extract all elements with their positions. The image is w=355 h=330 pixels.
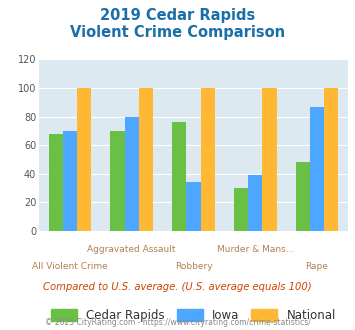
Bar [310,107,324,231]
Text: 2019 Cedar Rapids: 2019 Cedar Rapids [100,8,255,23]
Legend: Cedar Rapids, Iowa, National: Cedar Rapids, Iowa, National [51,309,336,322]
Text: All Violent Crime: All Violent Crime [32,262,108,271]
Bar [63,131,77,231]
Text: Aggravated Assault: Aggravated Assault [87,245,176,254]
Bar [77,88,91,231]
Bar [234,188,248,231]
Bar [324,88,338,231]
Bar [296,162,310,231]
Bar [262,88,277,231]
Bar [49,134,63,231]
Bar [125,116,139,231]
Bar [139,88,153,231]
Text: Rape: Rape [306,262,328,271]
Text: © 2025 CityRating.com - https://www.cityrating.com/crime-statistics/: © 2025 CityRating.com - https://www.city… [45,318,310,327]
Bar [110,131,125,231]
Bar [248,175,262,231]
Bar [201,88,215,231]
Text: Murder & Mans...: Murder & Mans... [217,245,294,254]
Text: Robbery: Robbery [175,262,212,271]
Bar [186,182,201,231]
Bar [172,122,186,231]
Text: Compared to U.S. average. (U.S. average equals 100): Compared to U.S. average. (U.S. average … [43,282,312,292]
Text: Violent Crime Comparison: Violent Crime Comparison [70,25,285,40]
